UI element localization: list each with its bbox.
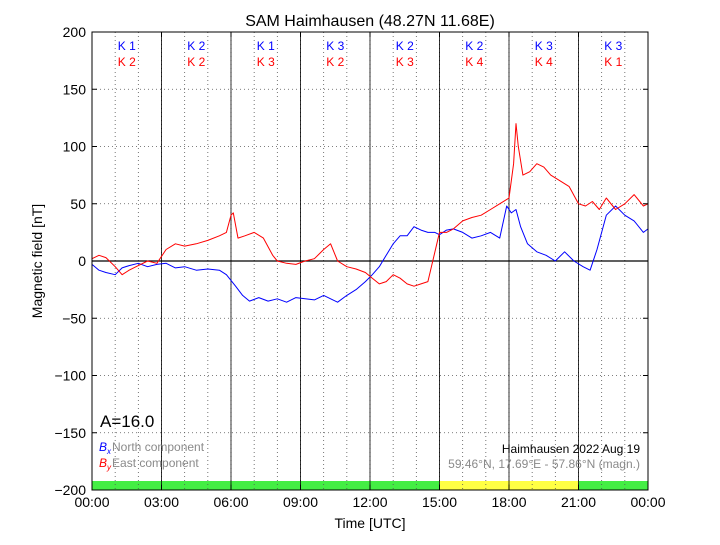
y-tick-label-2: −100 <box>54 368 86 384</box>
k-index-by-5: K 4 <box>465 55 483 69</box>
k-index-by-2: K 3 <box>257 55 275 69</box>
k-index-bx-2: K 1 <box>257 39 275 53</box>
legend-by-label: East component <box>112 456 199 470</box>
k-index-bx-1: K 2 <box>187 39 205 53</box>
k-index-by-6: K 4 <box>535 55 553 69</box>
legend-by-subscript: y <box>106 463 112 472</box>
k-index-by-1: K 2 <box>187 55 205 69</box>
series-line-by <box>91 123 649 287</box>
a-index-label: A=16.0 <box>100 412 154 431</box>
y-axis-ticks: −200 −150 −100 −50 0 50 100 150 200 <box>54 24 648 498</box>
k-index-by-4: K 3 <box>396 55 414 69</box>
legend-by-entry: ByEast component <box>99 456 199 472</box>
k-index-bx-7: K 3 <box>604 39 622 53</box>
x-tick-label-2: 06:00 <box>213 494 248 510</box>
series <box>91 123 649 303</box>
x-axis-ticks: 00:00 03:00 06:00 09:00 12:00 15:00 18:00 21:00… <box>74 32 666 510</box>
k-index-bx-3: K 3 <box>326 39 344 53</box>
x-tick-label-5: 15:00 <box>422 494 457 510</box>
k-index-by-7: K 1 <box>604 55 622 69</box>
y-tick-label-8: 200 <box>63 24 87 40</box>
y-tick-label-0: −200 <box>54 482 86 498</box>
activity-segment-2 <box>578 481 648 490</box>
k-index-by-3: K 2 <box>326 55 344 69</box>
legend-bx-label: North component <box>112 440 205 454</box>
y-axis-label: Magnetic field [nT] <box>29 204 45 318</box>
k-index-bx-4: K 2 <box>396 39 414 53</box>
activity-segment-0 <box>92 481 440 490</box>
legend: BxNorth component ByEast component <box>99 440 205 472</box>
legend-by-symbol: B <box>99 456 107 470</box>
chart-title: SAM Haimhausen (48.27N 11.68E) <box>245 13 495 30</box>
x-tick-label-7: 21:00 <box>561 494 596 510</box>
legend-bx-subscript: x <box>106 447 112 456</box>
y-tick-label-5: 50 <box>70 196 86 212</box>
y-tick-label-7: 150 <box>63 81 87 97</box>
legend-bx-symbol: B <box>99 440 107 454</box>
x-tick-label-6: 18:00 <box>491 494 526 510</box>
k-index-labels: K 1 K 2 K 2 K 2 K 1 K 3 K 3 K 2 K 2 K 3 K 2 K 4 K 3 K… <box>118 39 623 69</box>
y-tick-label-3: −50 <box>62 310 86 326</box>
y-tick-label-4: 0 <box>78 253 86 269</box>
y-tick-label-6: 100 <box>63 139 87 155</box>
x-tick-label-3: 09:00 <box>283 494 318 510</box>
x-tick-label-4: 12:00 <box>352 494 387 510</box>
k-index-bx-0: K 1 <box>118 39 136 53</box>
k-index-bx-6: K 3 <box>535 39 553 53</box>
legend-bx-entry: BxNorth component <box>99 440 205 456</box>
y-tick-label-1: −150 <box>54 425 86 441</box>
k-index-bx-5: K 2 <box>465 39 483 53</box>
k-index-by-0: K 2 <box>118 55 136 69</box>
x-tick-label-1: 03:00 <box>144 494 179 510</box>
series-line-bx <box>91 205 649 303</box>
station-coords: 59.46°N, 17.69°E - 57.86°N (magn.) <box>448 457 640 471</box>
x-tick-label-0: 00:00 <box>74 494 109 510</box>
station-title: Haimhausen 2022 Aug 19 <box>502 442 640 456</box>
x-tick-label-8: 00:00 <box>630 494 665 510</box>
x-axis-label: Time [UTC] <box>334 515 405 531</box>
